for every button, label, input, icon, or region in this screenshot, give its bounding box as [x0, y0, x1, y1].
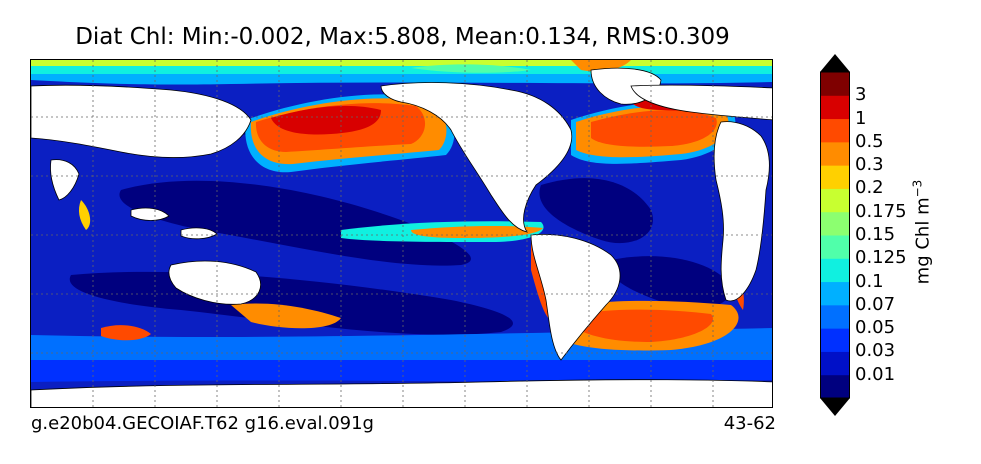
colorbar-outline: [820, 71, 850, 399]
colorbar-bin: [820, 72, 850, 96]
colorbar-bin: [820, 211, 850, 236]
colorbar-tick-label: 0.2: [855, 177, 884, 199]
arctic-band: [31, 60, 772, 85]
colorbar: [820, 54, 850, 416]
colorbar-tick-label: 0.175: [855, 200, 907, 222]
colorbar-bin: [820, 141, 850, 166]
colorbar-bin: [820, 328, 850, 352]
colorbar-bin: [820, 351, 850, 376]
colorbar-bin: [820, 95, 850, 120]
colorbar-tick-label: 0.3: [855, 154, 884, 176]
colorbar-bin: [820, 374, 850, 399]
colorbar-bin: [820, 258, 850, 283]
gridlines: [31, 60, 772, 407]
colorbar-bin: [820, 235, 850, 259]
colorbar-extend-max: [820, 54, 850, 72]
colorbar-bin: [820, 118, 850, 143]
colorbar-tick-label: 0.01: [855, 363, 896, 385]
southern-ocean-band: [31, 300, 772, 382]
colorbar-tick-label: 0.03: [855, 340, 896, 362]
equatorial-upwelling: [341, 221, 544, 242]
colorbar-bin: [820, 281, 850, 306]
colorbar-bin: [820, 188, 850, 213]
colorbar-tick-label: 0.15: [855, 224, 896, 245]
map-panel: [30, 59, 773, 408]
colorbar-tick-label: 3: [855, 84, 867, 106]
colorbar-tick-label: 0.5: [855, 130, 884, 152]
colorbar-tick-label: 0.1: [855, 270, 884, 292]
colorbar-units-label: mg Chl m−3: [910, 179, 934, 285]
colorbar-bin: [820, 304, 850, 329]
colorbar-tick-label: 0.125: [855, 247, 907, 269]
colorbar-tick-label: 0.07: [855, 293, 896, 315]
colorbar-tick-label: 1: [855, 107, 867, 129]
colorbar-bin: [820, 165, 850, 189]
colorbar-tick-labels: 0.01 0.03 0.05 0.07 0.1 0.125 0.15 0.175 0.2 0.3 0…: [855, 0, 935, 464]
colorbar-tick-label: 0.05: [855, 317, 896, 339]
run-id-label: g.e20b04.GECOIAF.T62 g16.eval.091g: [31, 413, 374, 434]
north-pacific-bloom: [245, 94, 455, 173]
colorbar-extend-min: [820, 398, 850, 416]
land: [31, 67, 772, 407]
year-range-label: 43-62: [723, 413, 776, 434]
chlorophyll-map: [31, 60, 772, 407]
plot-title: Diat Chl: Min:-0.002, Max:5.808, Mean:0.…: [75, 24, 730, 50]
